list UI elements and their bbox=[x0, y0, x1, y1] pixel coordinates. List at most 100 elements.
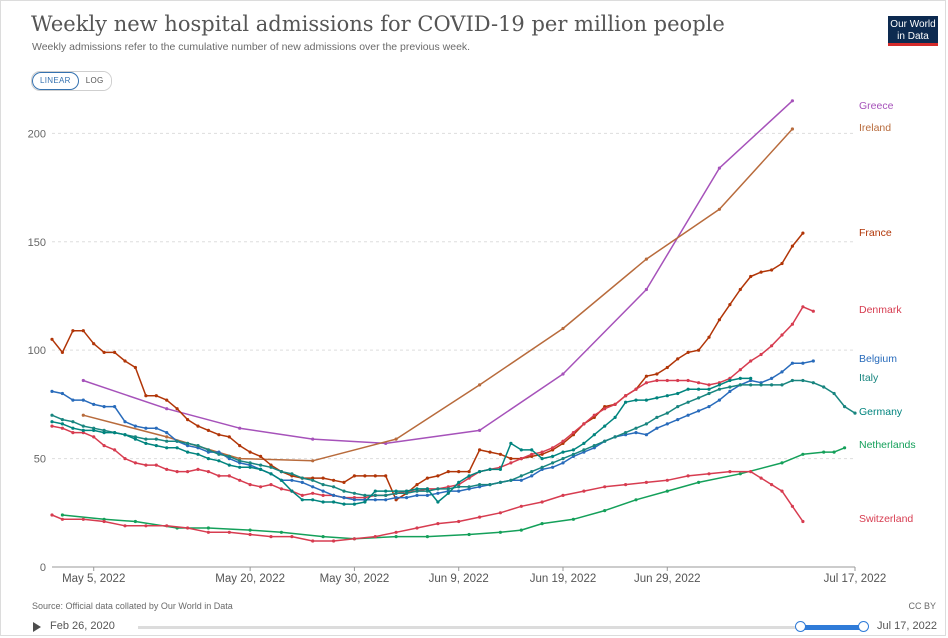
data-point-belgium-37 bbox=[436, 491, 440, 495]
data-point-ireland-4 bbox=[394, 437, 398, 441]
y-tick-label-200: 200 bbox=[28, 128, 46, 140]
grid-layer bbox=[52, 132, 855, 460]
data-point-switzerland-10 bbox=[248, 532, 252, 537]
data-point-belgium-52 bbox=[592, 446, 596, 450]
logo-line-1: Our World bbox=[890, 19, 936, 30]
timeline-track[interactable] bbox=[138, 626, 863, 629]
data-point-denmark-46 bbox=[530, 452, 534, 456]
data-point-denmark-0 bbox=[50, 424, 54, 428]
series-label-italy[interactable]: Italy bbox=[859, 372, 879, 384]
data-point-france-60 bbox=[676, 357, 680, 361]
data-point-france-62 bbox=[697, 348, 701, 352]
data-point-netherlands-20 bbox=[738, 472, 742, 476]
data-point-germany-55 bbox=[624, 400, 628, 404]
data-point-belgium-59 bbox=[665, 422, 669, 426]
log-scale-button[interactable]: LOG bbox=[78, 72, 111, 90]
axis-layer: 0 50 100 150 200 May 5, 2022 May 20, 2022 May 3… bbox=[28, 128, 887, 585]
data-point-switzerland-31 bbox=[686, 474, 690, 478]
owid-logo[interactable]: Our World in Data bbox=[888, 16, 938, 46]
series-line-switzerland bbox=[51, 470, 804, 542]
data-point-france-31 bbox=[373, 474, 377, 478]
data-point-denmark-21 bbox=[269, 483, 273, 487]
data-point-ireland-3 bbox=[311, 459, 315, 463]
data-point-germany-28 bbox=[342, 502, 346, 506]
data-point-germany-51 bbox=[582, 441, 586, 445]
play-icon[interactable] bbox=[33, 622, 41, 632]
data-point-denmark-62 bbox=[697, 381, 701, 385]
data-point-switzerland-14 bbox=[332, 539, 336, 543]
series-label-belgium[interactable]: Belgium bbox=[859, 353, 897, 365]
data-point-italy-38 bbox=[446, 487, 450, 491]
data-point-belgium-45 bbox=[519, 478, 523, 482]
source-note: Source: Official data collated by Our Wo… bbox=[32, 601, 233, 611]
data-point-italy-65 bbox=[728, 385, 732, 389]
data-point-denmark-22 bbox=[279, 487, 283, 491]
data-point-belgium-5 bbox=[102, 405, 106, 409]
data-point-belgium-51 bbox=[582, 450, 586, 454]
data-point-germany-36 bbox=[425, 487, 429, 491]
data-point-italy-75 bbox=[832, 391, 836, 396]
data-point-switzerland-36 bbox=[770, 483, 774, 487]
data-point-germany-11 bbox=[165, 446, 169, 450]
data-point-france-2 bbox=[71, 329, 75, 333]
data-point-italy-3 bbox=[81, 424, 85, 428]
data-point-italy-51 bbox=[582, 448, 586, 452]
data-point-netherlands-22 bbox=[801, 452, 805, 456]
data-point-france-64 bbox=[717, 318, 722, 322]
series-label-ireland[interactable]: Ireland bbox=[859, 122, 891, 134]
data-point-italy-35 bbox=[415, 489, 419, 493]
data-point-italy-39 bbox=[457, 485, 461, 489]
series-label-netherlands[interactable]: Netherlands bbox=[859, 439, 916, 451]
data-point-france-71 bbox=[790, 244, 795, 248]
data-point-france-14 bbox=[196, 424, 200, 428]
data-point-netherlands-1 bbox=[102, 517, 106, 521]
data-point-italy-61 bbox=[686, 400, 690, 404]
series-line-germany bbox=[51, 377, 751, 505]
data-point-italy-26 bbox=[321, 483, 325, 487]
x-tick-label-1: May 20, 2022 bbox=[215, 573, 285, 585]
data-point-france-6 bbox=[113, 350, 117, 354]
data-point-belgium-28 bbox=[342, 496, 346, 500]
data-point-greece-3 bbox=[311, 437, 315, 441]
data-point-switzerland-29 bbox=[644, 480, 649, 484]
data-point-italy-40 bbox=[467, 485, 471, 489]
data-point-italy-29 bbox=[352, 491, 356, 495]
data-point-germany-54 bbox=[613, 415, 617, 419]
data-point-italy-66 bbox=[738, 383, 742, 387]
data-point-germany-58 bbox=[655, 396, 659, 400]
data-point-switzerland-23 bbox=[519, 504, 523, 508]
data-point-denmark-25 bbox=[311, 491, 315, 495]
data-point-switzerland-18 bbox=[415, 526, 419, 530]
data-point-belgium-65 bbox=[728, 389, 732, 393]
data-point-france-44 bbox=[509, 457, 513, 461]
timeline-end-handle[interactable] bbox=[858, 621, 869, 632]
data-point-italy-58 bbox=[655, 415, 659, 419]
timeline-start-handle[interactable] bbox=[795, 621, 806, 632]
license-link[interactable]: CC BY bbox=[908, 601, 936, 611]
x-tick-label-5: Jun 29, 2022 bbox=[634, 573, 701, 585]
series-label-switzerland[interactable]: Switzerland bbox=[859, 513, 913, 525]
data-point-greece-9 bbox=[790, 99, 795, 103]
data-point-france-42 bbox=[488, 450, 492, 454]
series-label-greece[interactable]: Greece bbox=[859, 100, 894, 112]
linear-scale-button[interactable]: LINEAR bbox=[32, 72, 79, 90]
data-point-france-58 bbox=[655, 372, 659, 376]
data-point-belgium-8 bbox=[133, 424, 137, 428]
x-tick-label-2: May 30, 2022 bbox=[320, 573, 390, 585]
data-point-denmark-60 bbox=[676, 378, 680, 383]
data-point-germany-27 bbox=[332, 500, 336, 504]
series-label-germany[interactable]: Germany bbox=[859, 406, 903, 418]
data-point-denmark-29 bbox=[352, 496, 356, 500]
series-label-denmark[interactable]: Denmark bbox=[859, 304, 902, 316]
data-point-ireland-7 bbox=[644, 257, 649, 261]
data-point-germany-26 bbox=[321, 500, 325, 504]
data-point-france-43 bbox=[498, 452, 502, 456]
data-point-netherlands-21 bbox=[780, 461, 784, 465]
data-point-france-59 bbox=[665, 365, 669, 370]
series-label-france[interactable]: France bbox=[859, 227, 892, 239]
data-point-france-16 bbox=[217, 433, 221, 437]
data-point-germany-40 bbox=[467, 474, 471, 478]
data-point-belgium-13 bbox=[186, 444, 190, 448]
data-point-belgium-33 bbox=[394, 496, 398, 500]
data-point-germany-38 bbox=[446, 491, 450, 495]
